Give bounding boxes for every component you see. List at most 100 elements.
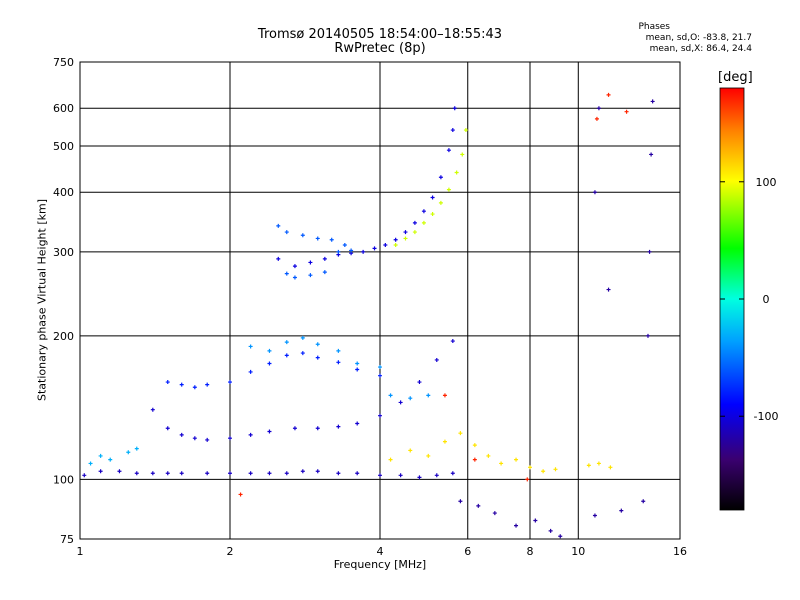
data-point (641, 499, 646, 504)
data-point (355, 367, 360, 372)
data-point (292, 426, 297, 431)
data-point (165, 471, 170, 476)
data-point (421, 209, 426, 214)
y-tick-label: 75 (60, 533, 74, 546)
data-point (315, 426, 320, 431)
series-es-upper-trace (165, 351, 382, 390)
y-tick-label: 100 (53, 473, 74, 486)
data-point (322, 270, 327, 275)
data-point (205, 471, 210, 476)
data-point (393, 243, 398, 248)
data-point (378, 373, 382, 378)
data-point (248, 432, 253, 437)
series-e-layer-low-frequency-echoes (88, 446, 139, 466)
data-point (596, 461, 601, 466)
data-point (205, 437, 210, 442)
colorbar-unit: [deg] (718, 70, 753, 85)
y-axis-label: Stationary phase Virtual Height [km] (35, 198, 49, 402)
data-point (541, 469, 546, 474)
data-point (442, 439, 447, 444)
y-tick-label: 750 (53, 56, 74, 69)
data-point (292, 264, 297, 269)
data-point (514, 457, 519, 462)
data-point (417, 380, 422, 385)
data-point (452, 106, 457, 111)
data-point (619, 508, 624, 513)
data-point (434, 357, 439, 362)
data-point (650, 99, 655, 104)
data-point (315, 342, 320, 347)
data-point (446, 187, 451, 192)
data-point (533, 518, 538, 523)
data-point (558, 534, 563, 539)
data-point (446, 148, 451, 153)
data-point (606, 287, 611, 292)
data-point (378, 413, 382, 418)
stats-heading: Phases (638, 22, 670, 32)
data-point (434, 473, 439, 478)
stats-x-mode: mean, sd,X: 86.4, 24.4 (649, 44, 752, 54)
x-tick-label: 8 (527, 545, 534, 558)
data-point (267, 361, 272, 366)
data-point (426, 393, 431, 398)
data-point (458, 499, 463, 504)
data-point (472, 443, 477, 448)
data-point (308, 273, 313, 278)
data-point (267, 429, 272, 434)
data-point (192, 385, 197, 390)
data-point (586, 463, 591, 468)
data-point (412, 230, 417, 235)
data-point (88, 461, 93, 466)
data-point (150, 471, 155, 476)
data-point (553, 467, 558, 472)
data-point (649, 152, 654, 157)
data-point (398, 473, 403, 478)
colorbar-ticks: 100 0 -100 (720, 176, 778, 423)
grid (80, 62, 680, 539)
data-point (82, 473, 87, 478)
x-tick-label: 4 (377, 545, 384, 558)
data-point (248, 471, 253, 476)
data-point (592, 190, 597, 195)
colorbar-tick-label: 100 (756, 176, 777, 189)
data-point (408, 396, 413, 401)
data-point (499, 461, 504, 466)
data-point (421, 220, 426, 225)
data-point (292, 275, 297, 280)
data-point (267, 348, 272, 353)
series-f-layer-x-mode (393, 128, 468, 248)
data-point (134, 471, 139, 476)
data-point (426, 453, 431, 458)
data-point (624, 109, 629, 114)
data-point (398, 400, 403, 405)
data-point (463, 128, 468, 133)
data-point (238, 492, 243, 497)
data-point (98, 469, 103, 474)
y-tick-label: 400 (53, 186, 74, 199)
stats-o-mode: mean, sd,O: -83.8, 21.7 (645, 33, 752, 43)
data-point (492, 511, 497, 516)
data-point (205, 382, 210, 387)
data-point (608, 465, 613, 470)
plot-frame (79, 61, 681, 540)
colorbar-tick-label: 0 (763, 293, 770, 306)
data-point (647, 249, 652, 254)
data-point (460, 152, 465, 157)
data-point (248, 344, 253, 349)
x-tick-label: 1 (77, 545, 84, 558)
data-point (284, 340, 289, 345)
data-point (228, 436, 232, 441)
data-point (372, 246, 377, 251)
data-point (300, 335, 305, 340)
data-point (438, 175, 443, 180)
data-point (454, 170, 459, 175)
data-point (267, 471, 272, 476)
data-point (476, 503, 481, 508)
x-axis-ticks: 1 2 4 6 8 10 16 (77, 545, 688, 558)
data-point (336, 348, 341, 353)
data-point (300, 351, 305, 356)
data-point (355, 361, 360, 366)
data-point (525, 477, 530, 482)
data-point (349, 248, 354, 253)
